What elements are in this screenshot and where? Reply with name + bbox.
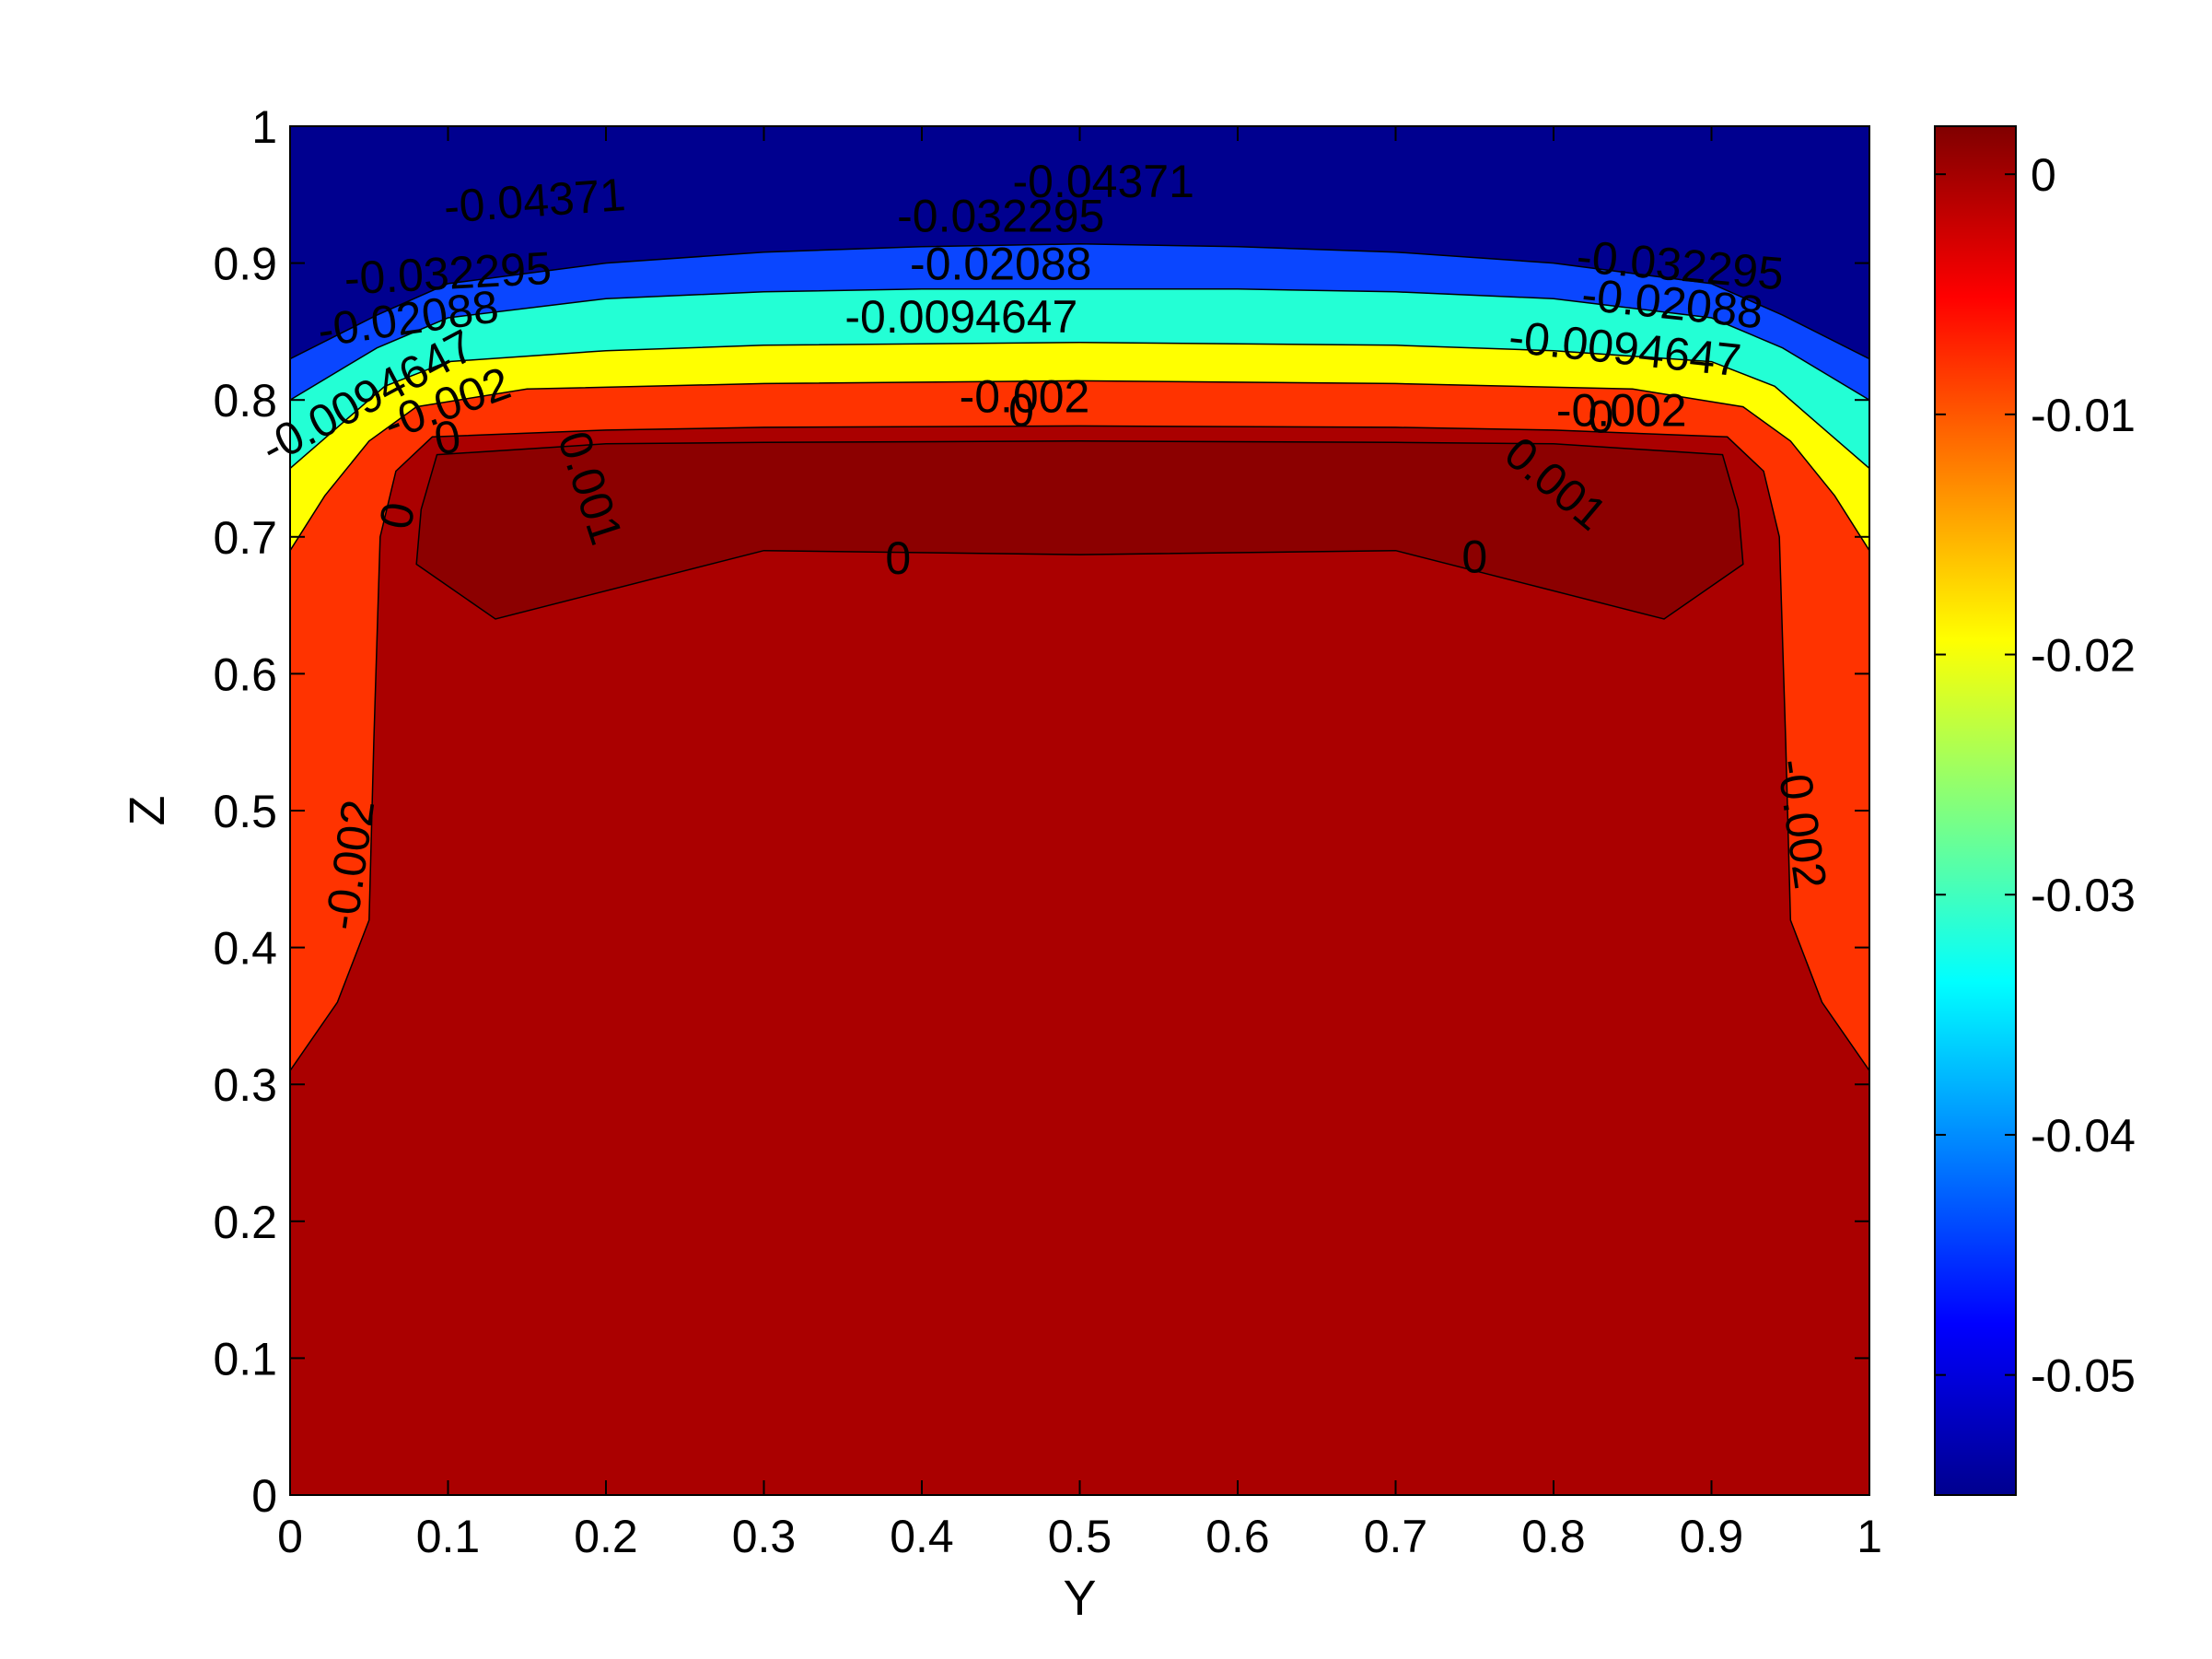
- x-tick-label: 1: [1857, 1511, 1882, 1562]
- y-tick-label: 0.8: [213, 375, 277, 426]
- contour-label: -0.04371: [1013, 156, 1194, 207]
- colorbar-tick-label: -0.04: [2031, 1110, 2136, 1162]
- colorbar: 0 -0.01 -0.02 -0.03 -0.04 -0.05: [1934, 125, 2136, 1496]
- y-axis: 0 0.1 0.2 0.3 0.4 0.5 0.6 0.7 0.8 0.9 1: [213, 101, 1869, 1522]
- contour-labels: -0.04371 -0.04371-0.032295-0.032295-0.032…: [252, 156, 1836, 933]
- contour-level-5: [415, 440, 1744, 620]
- contour-label: -0.02088: [910, 238, 1091, 289]
- x-tick-label: 0.4: [890, 1511, 954, 1562]
- colorbar-tick-label: -0.03: [2031, 870, 2136, 921]
- y-tick-label: 0.9: [213, 239, 277, 290]
- y-tick-label: 0.2: [213, 1197, 277, 1248]
- colorbar-ticks: 0 -0.01 -0.02 -0.03 -0.04 -0.05: [1935, 149, 2136, 1402]
- y-tick-label: 0.7: [213, 512, 277, 564]
- x-tick-label: 0.9: [1680, 1511, 1744, 1562]
- y-tick-label: 0.3: [213, 1059, 277, 1111]
- contour-label: 0: [1589, 391, 1614, 443]
- y-tick-label: 1: [251, 101, 277, 153]
- x-tick-label: 0.6: [1205, 1511, 1270, 1562]
- contour-label: 0: [885, 532, 911, 584]
- y-tick-label: 0.6: [213, 648, 277, 700]
- y-tick-label: 0.4: [213, 923, 277, 975]
- contour-label: -0.002: [960, 370, 1090, 422]
- colorbar-gradient: [1934, 125, 2017, 1496]
- x-tick-label: 0: [277, 1511, 303, 1562]
- x-tick-label: 0.1: [416, 1511, 481, 1562]
- x-axis: 0 0.1 0.2 0.3 0.4 0.5 0.6 0.7 0.8 0.9 1: [277, 126, 1882, 1562]
- contour-label: -0.032295: [897, 190, 1104, 241]
- colorbar-tick-label: -0.01: [2031, 390, 2136, 441]
- y-axis-label: Z: [120, 796, 175, 826]
- contour-label: 0: [1461, 531, 1487, 582]
- x-tick-label: 0.8: [1521, 1511, 1586, 1562]
- contour-label: -0.04371: [442, 169, 627, 233]
- contour-level-4: [290, 425, 1869, 1495]
- y-tick-label: 0.1: [213, 1333, 277, 1384]
- x-tick-label: 0.2: [574, 1511, 638, 1562]
- colorbar-tick-label: 0: [2031, 149, 2056, 201]
- plot-area: -0.04371 -0.04371-0.032295-0.032295-0.032…: [252, 125, 1870, 1496]
- contour-fills: [290, 243, 1869, 1495]
- contour-label: -0.032295: [343, 242, 553, 305]
- contour-label: 0: [1008, 384, 1034, 436]
- x-tick-label: 0.7: [1364, 1511, 1428, 1562]
- y-tick-label: 0.5: [213, 786, 277, 837]
- contour-label: -0.002: [1556, 384, 1687, 436]
- colorbar-tick-label: -0.02: [2031, 630, 2136, 682]
- colorbar-tick-label: -0.05: [2031, 1350, 2136, 1402]
- x-tick-label: 0.5: [1048, 1511, 1112, 1562]
- x-tick-label: 0.3: [732, 1511, 797, 1562]
- contour-label: -0.0094647: [844, 291, 1077, 343]
- y-tick-label: 0: [251, 1470, 277, 1522]
- x-axis-label: Y: [1063, 1571, 1096, 1626]
